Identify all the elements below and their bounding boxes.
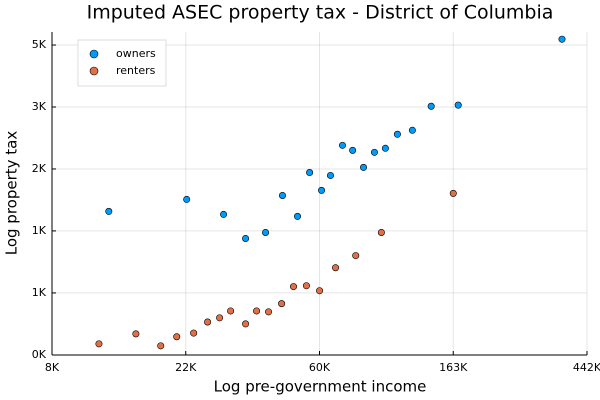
point [262, 228, 270, 236]
point [352, 252, 360, 260]
x-tick-label: 442K [573, 361, 600, 374]
point [190, 329, 198, 337]
y-tick-label: 5K [32, 38, 47, 51]
x-tick-label: 163K [439, 361, 468, 374]
point [132, 330, 140, 338]
point [370, 148, 378, 156]
y-tick-label: 1K [32, 286, 47, 299]
point [278, 300, 286, 308]
x-tick-label: 22K [175, 361, 197, 374]
legend-label: owners [116, 47, 156, 60]
point [360, 163, 368, 171]
point [278, 191, 286, 199]
point [326, 171, 334, 179]
y-tick-label: 1K [32, 224, 47, 237]
point [265, 308, 273, 316]
legend-box [77, 39, 167, 87]
point [227, 307, 235, 315]
point [332, 264, 340, 272]
legend-marker [89, 66, 99, 76]
point [220, 210, 228, 218]
point [302, 282, 310, 290]
point [290, 283, 298, 291]
point [408, 126, 416, 134]
legend-marker [89, 49, 99, 59]
y-tick-label: 3K [32, 100, 47, 113]
point [349, 146, 357, 154]
point [318, 186, 326, 194]
point [242, 234, 250, 242]
x-axis-label: Log pre-government income [214, 378, 427, 396]
point [338, 141, 346, 149]
chart-title: Imputed ASEC property tax - District of … [87, 2, 554, 24]
point [393, 130, 401, 138]
point [183, 195, 191, 203]
point [306, 169, 314, 177]
y-tick-label: 2K [32, 162, 47, 175]
point [558, 35, 566, 43]
point [173, 333, 181, 341]
point [454, 101, 462, 109]
point [157, 342, 165, 350]
point [253, 307, 261, 315]
point [204, 318, 212, 326]
y-axis-label: Log property tax [3, 131, 21, 256]
legend-label: renters [116, 64, 156, 77]
point [95, 340, 103, 348]
y-tick-label: 0K [32, 348, 47, 361]
point [427, 102, 435, 110]
x-tick-label: 60K [309, 361, 331, 374]
point [105, 207, 113, 215]
x-tick-label: 8K [45, 361, 60, 374]
point [242, 320, 250, 328]
point [294, 212, 302, 220]
point [381, 144, 389, 152]
point [316, 287, 324, 295]
point [449, 189, 457, 197]
point [216, 314, 224, 322]
point [377, 228, 385, 236]
